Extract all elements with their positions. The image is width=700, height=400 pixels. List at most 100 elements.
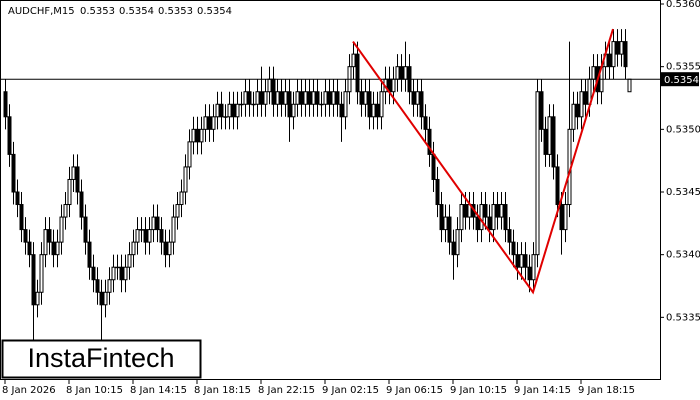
candle-body xyxy=(15,191,20,206)
candle-body xyxy=(535,91,540,256)
candle-body xyxy=(555,166,560,206)
candle-body xyxy=(195,128,200,143)
candle-body xyxy=(619,41,624,55)
candle-body xyxy=(111,266,116,281)
candle-body xyxy=(215,103,220,118)
candle-body xyxy=(303,91,308,105)
candle-body xyxy=(67,178,72,206)
candle-body xyxy=(547,116,552,155)
candle-body xyxy=(463,204,468,218)
title-value: 0.5354 xyxy=(197,6,232,17)
candle-body xyxy=(611,41,616,68)
candle-body xyxy=(427,128,432,155)
candle-body xyxy=(191,128,196,143)
candle-body xyxy=(119,266,124,281)
candle-body xyxy=(59,216,64,243)
candle-body xyxy=(627,78,632,93)
x-tick-label: 8 Jan 10:15 xyxy=(66,385,123,396)
candle-body xyxy=(435,178,440,206)
candle-body xyxy=(31,254,36,306)
candle-body xyxy=(519,254,524,268)
candle-body xyxy=(503,204,508,231)
candle-body xyxy=(615,41,620,55)
candle-body xyxy=(43,229,48,256)
y-tick-label: 0.5345 xyxy=(666,187,700,198)
x-tick-label: 8 Jan 18:15 xyxy=(194,385,251,396)
candle-body xyxy=(343,91,348,118)
candle-body xyxy=(575,103,580,118)
candle-body xyxy=(115,266,120,269)
candle-body xyxy=(523,254,528,268)
candle-body xyxy=(175,204,180,218)
title-value: 0.5353 xyxy=(158,6,193,17)
candle-body xyxy=(447,216,452,243)
candle-body xyxy=(211,116,216,130)
candle-body xyxy=(151,216,156,231)
candle-body xyxy=(403,66,408,80)
candle-body xyxy=(199,128,204,143)
logo-box xyxy=(1,339,202,379)
candle-body xyxy=(531,254,536,281)
candle-body xyxy=(99,291,104,306)
candle-body xyxy=(95,279,100,293)
candle-body xyxy=(559,204,564,231)
candle-body xyxy=(87,241,92,268)
candle-body xyxy=(247,91,252,105)
candle-body xyxy=(239,103,244,106)
price-label: 0.5354 xyxy=(664,75,699,86)
candle-body xyxy=(543,128,548,155)
candle-body xyxy=(351,53,356,68)
candle-body xyxy=(359,91,364,105)
candle-body xyxy=(339,103,344,118)
candle-body xyxy=(487,216,492,231)
title-value: 0.5353 xyxy=(80,6,115,17)
x-tick-label: 8 Jan 22:15 xyxy=(258,385,315,396)
candle-body xyxy=(591,66,596,80)
candle-body xyxy=(107,279,112,293)
x-tick-label: 9 Jan 14:15 xyxy=(514,385,571,396)
candle-body xyxy=(443,216,448,231)
candle-body xyxy=(83,216,88,243)
candle-body xyxy=(375,103,380,118)
candle-body xyxy=(499,204,504,218)
candle-body xyxy=(71,166,76,180)
candle-body xyxy=(623,41,628,68)
candle-body xyxy=(507,229,512,243)
candle-body xyxy=(131,241,136,256)
candle-body xyxy=(415,91,420,105)
candle-body xyxy=(3,91,8,118)
candle-body xyxy=(371,103,376,118)
candle-body xyxy=(251,103,256,106)
candle-body xyxy=(179,191,184,206)
candle-body xyxy=(219,103,224,118)
candle-body xyxy=(363,91,368,105)
candle-body xyxy=(291,103,296,118)
candle-body xyxy=(207,116,212,130)
candle-body xyxy=(367,91,372,118)
candle-body xyxy=(23,229,28,243)
x-tick-label: 8 Jan 14:15 xyxy=(130,385,187,396)
candle-body xyxy=(323,91,328,105)
candle-body xyxy=(539,91,544,130)
candle-body xyxy=(103,291,108,306)
candle-body xyxy=(235,103,240,118)
candle-body xyxy=(423,116,428,130)
candle-body xyxy=(55,241,60,256)
candle-body xyxy=(331,91,336,105)
y-tick-label: 0.5335 xyxy=(666,312,700,323)
candle-body xyxy=(91,266,96,281)
candle-body xyxy=(563,204,568,231)
candle-body xyxy=(203,116,208,130)
candle-body xyxy=(27,241,32,256)
candle-body xyxy=(483,204,488,218)
candle-body xyxy=(171,216,176,243)
candle-body xyxy=(11,153,16,193)
candle-body xyxy=(259,91,264,105)
candle-body xyxy=(231,103,236,118)
candle-body xyxy=(79,191,84,218)
candle-body xyxy=(271,78,276,105)
candle-body xyxy=(143,229,148,243)
candle-body xyxy=(319,103,324,106)
candle-body xyxy=(355,53,360,93)
